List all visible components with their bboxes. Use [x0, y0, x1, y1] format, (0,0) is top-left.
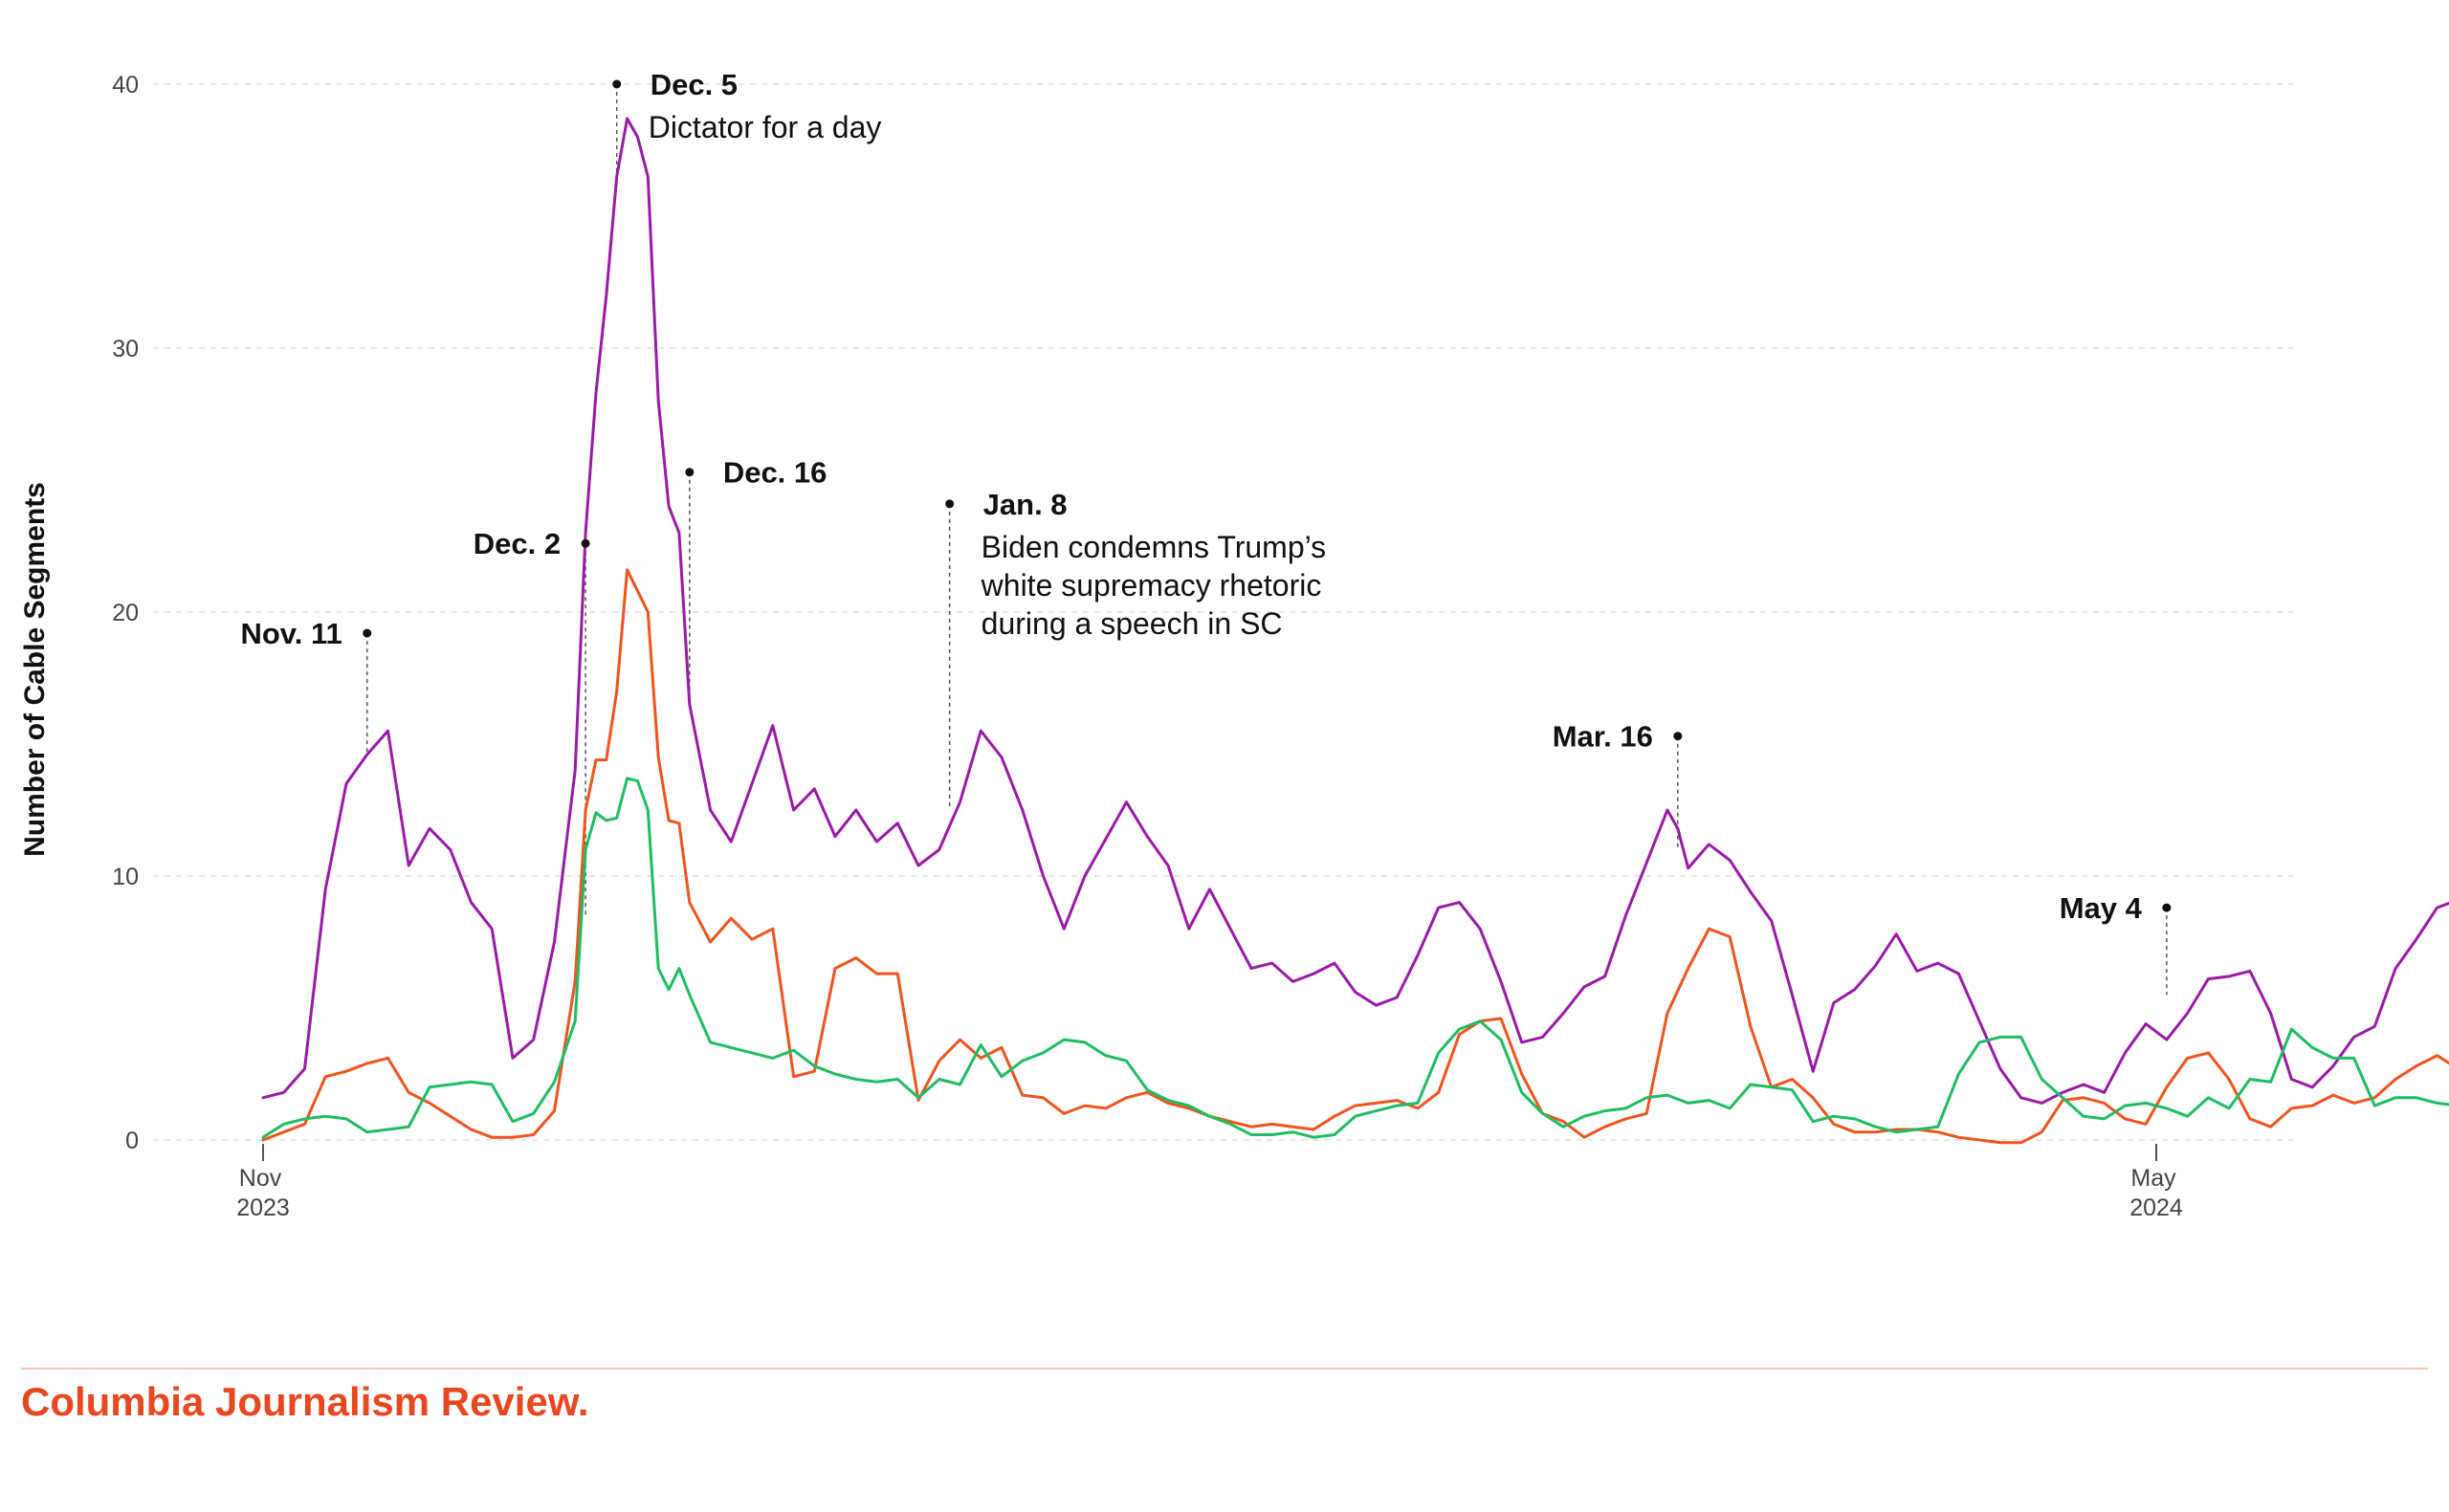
x-tick-label: 2023: [236, 1194, 290, 1221]
y-tick-label: 40: [112, 72, 139, 99]
annotation-date-label: Dec. 5: [651, 68, 738, 101]
y-tick-label: 10: [112, 864, 139, 890]
annotation-text: Dictator for a day: [649, 110, 882, 144]
series-lines: [261, 117, 2449, 1145]
annotation-dot: [2162, 903, 2172, 912]
cjr-logo-text: Columbia Journalism Review.: [21, 1379, 589, 1424]
series-line-3: [261, 777, 2449, 1139]
annotation-dot: [945, 499, 955, 509]
annotation-dot: [363, 628, 372, 638]
annotation-dot: [685, 468, 695, 477]
annotation-date-label: Dec. 2: [474, 527, 561, 560]
series-line-1: [261, 117, 2449, 1105]
annotation-dot: [612, 79, 622, 89]
annotation-text: during a speech in SC: [982, 606, 1283, 641]
y-axis-ticks: 0 10 20 30 40: [112, 72, 139, 1154]
annotation-dot: [1673, 732, 1683, 741]
y-tick-label: 30: [112, 336, 139, 362]
annotation-dot: [581, 538, 590, 548]
series-line-2: [261, 568, 2449, 1145]
x-tick-label: May: [2130, 1165, 2176, 1192]
x-tick-label: Nov: [239, 1165, 282, 1192]
x-tick-label: 2024: [2129, 1194, 2183, 1221]
annotation-date-label: Nov. 11: [240, 617, 342, 650]
grid-lines: [153, 83, 2296, 1141]
annotation-date-label: Jan. 8: [983, 488, 1068, 521]
annotation-date-label: May 4: [2060, 891, 2143, 925]
annotation-date-label: Mar. 16: [1553, 720, 1653, 754]
y-tick-label: 0: [125, 1128, 139, 1154]
annotation-date-label: Dec. 16: [723, 456, 827, 490]
annotation-text: Biden condemns Trump’s: [982, 530, 1326, 564]
annotation-labels: Nov. 11 Dec. 2 Dec. 5 Dictator for a day Dec…: [240, 68, 2172, 925]
annotation-text: white supremacy rhetoric: [981, 568, 1322, 603]
y-tick-label: 20: [112, 600, 139, 626]
y-axis-label: Number of Cable Segments: [19, 482, 51, 857]
